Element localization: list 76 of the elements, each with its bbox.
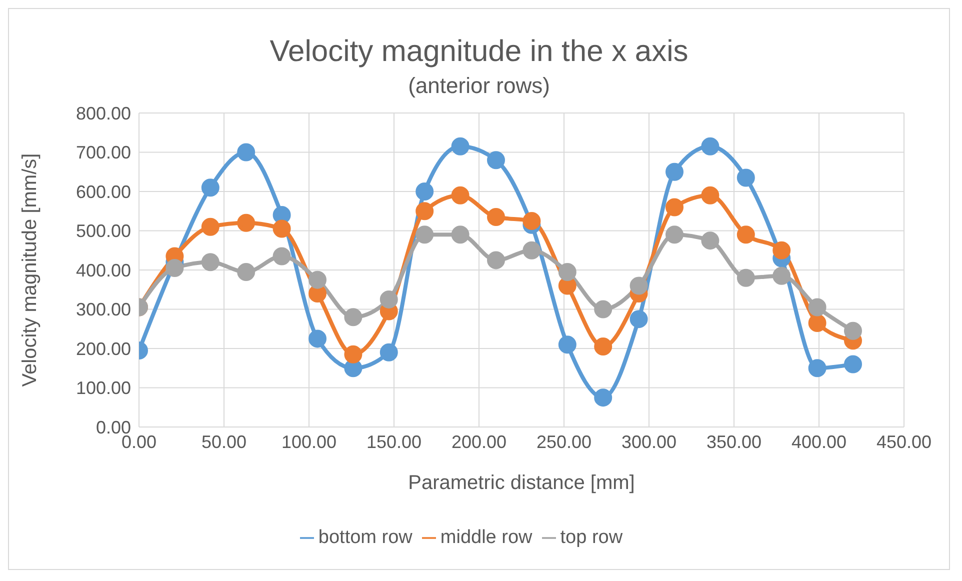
point <box>237 214 256 232</box>
point <box>701 186 720 204</box>
point <box>272 220 291 238</box>
y-tick-label: 500.00 <box>76 221 131 242</box>
point <box>736 226 755 244</box>
x-tick-label: 100.00 <box>281 432 337 452</box>
point <box>272 247 291 266</box>
chart-title: Velocity magnitude in the x axis <box>268 34 690 69</box>
chart-subtitle: (anterior rows) <box>407 73 551 99</box>
y-tick-label: 600.00 <box>76 182 131 202</box>
point <box>308 330 326 348</box>
point <box>201 178 220 197</box>
point <box>380 290 398 308</box>
x-tick-label: 200.00 <box>451 432 507 452</box>
point <box>201 218 220 236</box>
point <box>308 270 326 289</box>
point <box>630 310 648 328</box>
point <box>416 182 434 200</box>
point <box>344 345 362 364</box>
point <box>844 355 862 374</box>
x-tick-label: 50.00 <box>201 432 247 452</box>
point <box>736 168 755 187</box>
point <box>666 226 684 244</box>
point <box>416 226 434 244</box>
point <box>594 388 612 407</box>
y-tick-label: 100.00 <box>76 378 131 398</box>
x-tick-label: 400.00 <box>791 432 847 452</box>
point <box>558 276 576 295</box>
y-tick-label: 800.00 <box>76 103 131 124</box>
point <box>308 284 326 303</box>
point <box>451 226 470 244</box>
point <box>522 212 541 230</box>
point <box>451 186 470 204</box>
y-tick-label: 300.00 <box>76 300 131 320</box>
point <box>558 262 576 281</box>
x-axis-title: Parametric distance [mm] <box>408 472 635 494</box>
x-tick-label: 150.00 <box>366 432 422 452</box>
point <box>666 162 684 181</box>
point <box>487 251 505 270</box>
x-tick-label: 350.00 <box>706 432 762 452</box>
point <box>701 137 720 156</box>
point <box>344 308 362 326</box>
point <box>701 232 720 250</box>
point <box>772 241 791 260</box>
y-tick-label: 700.00 <box>76 142 131 163</box>
point <box>237 143 256 162</box>
point <box>451 137 470 156</box>
y-axis-title: Velocity magnitude [mm/s] <box>19 153 42 387</box>
x-tick-label: 450.00 <box>876 432 932 452</box>
point <box>808 314 826 332</box>
point <box>736 268 755 287</box>
point <box>594 338 612 356</box>
point <box>522 241 541 260</box>
x-tick-label: 300.00 <box>621 432 677 452</box>
point <box>558 336 576 354</box>
point <box>201 253 220 272</box>
point <box>594 300 612 318</box>
point <box>772 266 791 285</box>
point <box>808 298 826 316</box>
legend-label: top row <box>560 527 623 548</box>
legend-label: bottom row <box>318 527 412 548</box>
point <box>344 359 362 378</box>
point <box>237 262 256 281</box>
legend-label: middle row <box>440 527 532 548</box>
point <box>630 276 648 295</box>
point <box>380 343 398 362</box>
point <box>166 259 184 278</box>
y-tick-label: 400.00 <box>76 260 131 280</box>
point <box>487 208 505 226</box>
point <box>844 322 862 340</box>
point <box>487 151 505 170</box>
x-tick-label: 250.00 <box>536 432 592 452</box>
y-tick-label: 200.00 <box>76 338 131 359</box>
point <box>666 198 684 216</box>
point <box>808 359 826 378</box>
point <box>416 202 434 220</box>
